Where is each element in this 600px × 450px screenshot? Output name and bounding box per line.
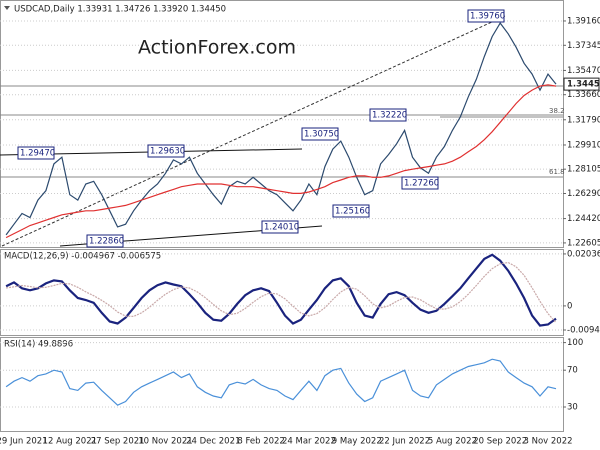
price-line — [5, 22, 557, 236]
x-tick-label: 9 May 2022 — [332, 437, 382, 447]
y-tick-label: 1.39160 — [567, 16, 600, 26]
y-tick-label: -0.009438 — [567, 325, 600, 335]
x-tick-label: 10 Nov 2021 — [138, 437, 192, 447]
x-tick-label: 5 Aug 2022 — [428, 437, 477, 447]
annotation: 1.30750 — [304, 130, 339, 140]
annotation: 1.29470 — [20, 149, 55, 159]
macd-frame — [0, 249, 564, 336]
last-price-label: 1.34450 — [567, 80, 600, 90]
watermark: ActionForex.com — [138, 37, 296, 59]
indicator-line — [5, 84, 557, 239]
annotation: 1.25160 — [335, 207, 370, 217]
x-tick-label: 12 Aug 2021 — [43, 437, 97, 447]
x-tick-label: 29 Jun 2021 — [0, 437, 48, 447]
frames — [0, 0, 564, 432]
y-tick-label: 100 — [567, 338, 583, 348]
panel-title: MACD(12,26,9) -0.004967 -0.006575 — [4, 252, 161, 262]
x-tick-label: 24 Mar 2022 — [282, 437, 336, 447]
panel-title: RSI(14) 49.8896 — [4, 340, 73, 350]
annotation-box — [467, 9, 505, 23]
price-frame — [0, 0, 564, 248]
x-tick-label: 20 Sep 2022 — [473, 437, 527, 447]
annotation-box — [369, 108, 407, 122]
y-tick-label: 1.28105 — [567, 165, 600, 175]
annotation: 1.22860 — [89, 237, 124, 247]
y-tick-label: 1.24420 — [567, 214, 600, 224]
y-tick-label: 1.26290 — [567, 189, 600, 199]
x-tick-label: 8 Feb 2022 — [237, 437, 285, 447]
y-tick-label: 1.35470 — [567, 66, 600, 76]
annotation: 1.39760 — [470, 12, 505, 22]
annotation-box — [17, 146, 55, 160]
last-price-box — [563, 77, 600, 91]
y-tick-label: 30 — [567, 403, 578, 413]
y-tick-label: 1.31790 — [567, 115, 600, 125]
annotation-box — [86, 234, 124, 248]
rsi-frame — [0, 337, 564, 432]
indicator-line — [5, 358, 557, 406]
x-tick-label: 22 Jun 2022 — [379, 437, 430, 447]
y-tick-label: 0 — [567, 301, 572, 311]
y-tick-label: 1.33660 — [567, 90, 600, 100]
trendline — [1, 15, 506, 247]
y-tick-label: 0.02036 — [567, 249, 600, 259]
annotation-box — [401, 176, 439, 190]
y-tick-label: 1.37345 — [567, 41, 600, 51]
panel-title: USDCAD,Daily 1.33931 1.34726 1.33920 1.3… — [14, 5, 226, 15]
indicator-line — [5, 253, 557, 327]
annotation: 38.2 — [549, 107, 565, 115]
x-tick-label: 27 Sep 2021 — [91, 437, 145, 447]
y-tick-label: 1.29910 — [567, 140, 600, 150]
annotation: 61.8 — [549, 168, 565, 176]
annotation: 1.24010 — [264, 223, 299, 233]
annotation: 1.27260 — [404, 179, 439, 189]
annotation-box — [147, 144, 185, 158]
y-tick-label: 70 — [567, 366, 578, 376]
x-tick-label: 3 Nov 2022 — [523, 437, 572, 447]
annotation: 1.29630 — [150, 147, 185, 157]
annotation: 1.32220 — [372, 111, 407, 121]
x-tick-label: 24 Dec 2021 — [186, 437, 240, 447]
menu-icon — [4, 6, 10, 10]
annotation-box — [301, 127, 339, 141]
annotation-box — [332, 204, 370, 218]
annotation-box — [261, 220, 299, 234]
y-tick-label: 1.22605 — [567, 238, 600, 248]
